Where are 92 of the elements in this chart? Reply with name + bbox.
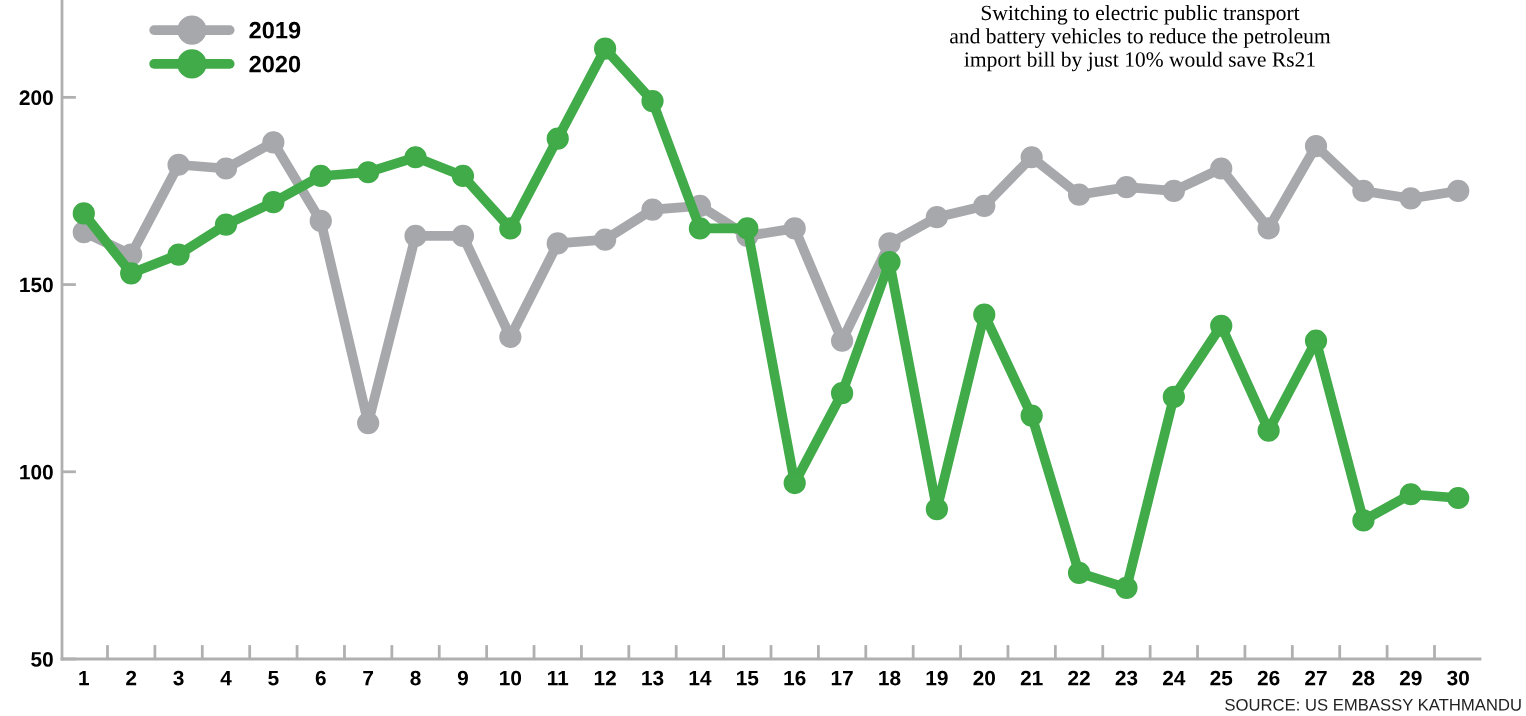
x-tick-label: 2 (126, 670, 137, 686)
point (309, 164, 332, 188)
point (1162, 179, 1185, 203)
point (262, 191, 285, 214)
point (1304, 134, 1328, 158)
point (736, 217, 759, 240)
x-tick-label: 23 (1115, 670, 1138, 686)
x-tick-label: 16 (784, 670, 806, 686)
x-tick-label: 1 (79, 670, 90, 686)
point (973, 303, 996, 326)
point (1210, 314, 1233, 337)
x-tick-label: 15 (737, 670, 759, 686)
x-tick-label: 30 (1447, 670, 1469, 686)
x-tick-label: 25 (1210, 670, 1233, 686)
point (167, 153, 190, 176)
point (214, 157, 238, 180)
x-tick-label: 20 (973, 670, 995, 686)
point (1210, 157, 1233, 180)
x-tick-label: 7 (363, 670, 374, 686)
point (1257, 419, 1280, 442)
x-tick-label: 4 (220, 670, 232, 686)
point (1447, 179, 1470, 203)
point (1352, 179, 1375, 203)
point (357, 161, 380, 184)
point (451, 164, 475, 188)
x-tick-label: 12 (594, 670, 616, 686)
point (830, 382, 854, 405)
point (451, 224, 475, 248)
y-tick-label: 50 (31, 652, 53, 667)
x-tick-label: 24 (1162, 670, 1186, 686)
point (357, 411, 380, 435)
x-tick-label: 10 (500, 670, 522, 686)
point (404, 146, 427, 169)
point (783, 217, 806, 240)
point (688, 217, 712, 240)
legend-label: 2019 (249, 21, 301, 39)
point (878, 250, 901, 274)
x-tick-label: 8 (410, 670, 421, 686)
point (925, 498, 948, 521)
point (973, 194, 996, 218)
x-tick-label: 5 (268, 670, 279, 686)
x-tick-label: 6 (315, 670, 326, 686)
point (214, 213, 238, 236)
y-tick-label: 200 (19, 90, 53, 106)
point (1399, 187, 1422, 210)
point (499, 217, 522, 240)
point (1304, 329, 1328, 352)
x-tick-label: 29 (1399, 670, 1422, 686)
x-tick-label: 26 (1257, 670, 1280, 686)
y-tick-label: 150 (20, 277, 53, 293)
point (1399, 483, 1422, 506)
source-note: SOURCE: US EMBASSY KATHMANDU (1225, 698, 1521, 711)
x-tick-label: 11 (548, 670, 569, 686)
point (641, 198, 664, 221)
point (546, 127, 569, 150)
x-tick-label: 22 (1068, 670, 1090, 686)
point (1162, 385, 1185, 409)
x-tick-label: 27 (1305, 670, 1327, 686)
x-tick-label: 13 (642, 670, 664, 686)
point (309, 209, 332, 233)
point (1257, 217, 1280, 240)
point (1020, 146, 1043, 169)
x-tick-label: 21 (1020, 670, 1043, 686)
x-tick-label: 9 (457, 670, 468, 686)
point (594, 37, 617, 60)
annotation: Switching to electric public transport and battery vehicles to reduce the petroleum import bill by just 10% would save Rs21 (950, 5, 1331, 72)
x-tick-label: 17 (831, 670, 853, 686)
point (783, 471, 806, 495)
x-tick-label: 28 (1352, 670, 1375, 686)
point (120, 262, 143, 285)
point (594, 228, 617, 251)
point (641, 89, 664, 113)
point (1067, 561, 1091, 584)
y-tick-label: 100 (20, 464, 53, 480)
point (262, 131, 285, 154)
point (1352, 509, 1375, 532)
point (1115, 576, 1138, 599)
x-tick-label: 19 (926, 670, 948, 686)
point (1447, 486, 1470, 510)
point (546, 232, 569, 255)
point (72, 202, 95, 225)
point (925, 206, 948, 229)
legend-label: 2020 (249, 55, 301, 73)
point (1020, 404, 1043, 427)
point (1067, 183, 1091, 206)
point (878, 232, 901, 255)
point (167, 243, 190, 266)
point (404, 224, 427, 248)
x-tick-label: 3 (173, 670, 184, 686)
x-tick-label: 14 (689, 670, 712, 686)
x-tick-label: 18 (879, 670, 901, 686)
point (1115, 176, 1138, 199)
